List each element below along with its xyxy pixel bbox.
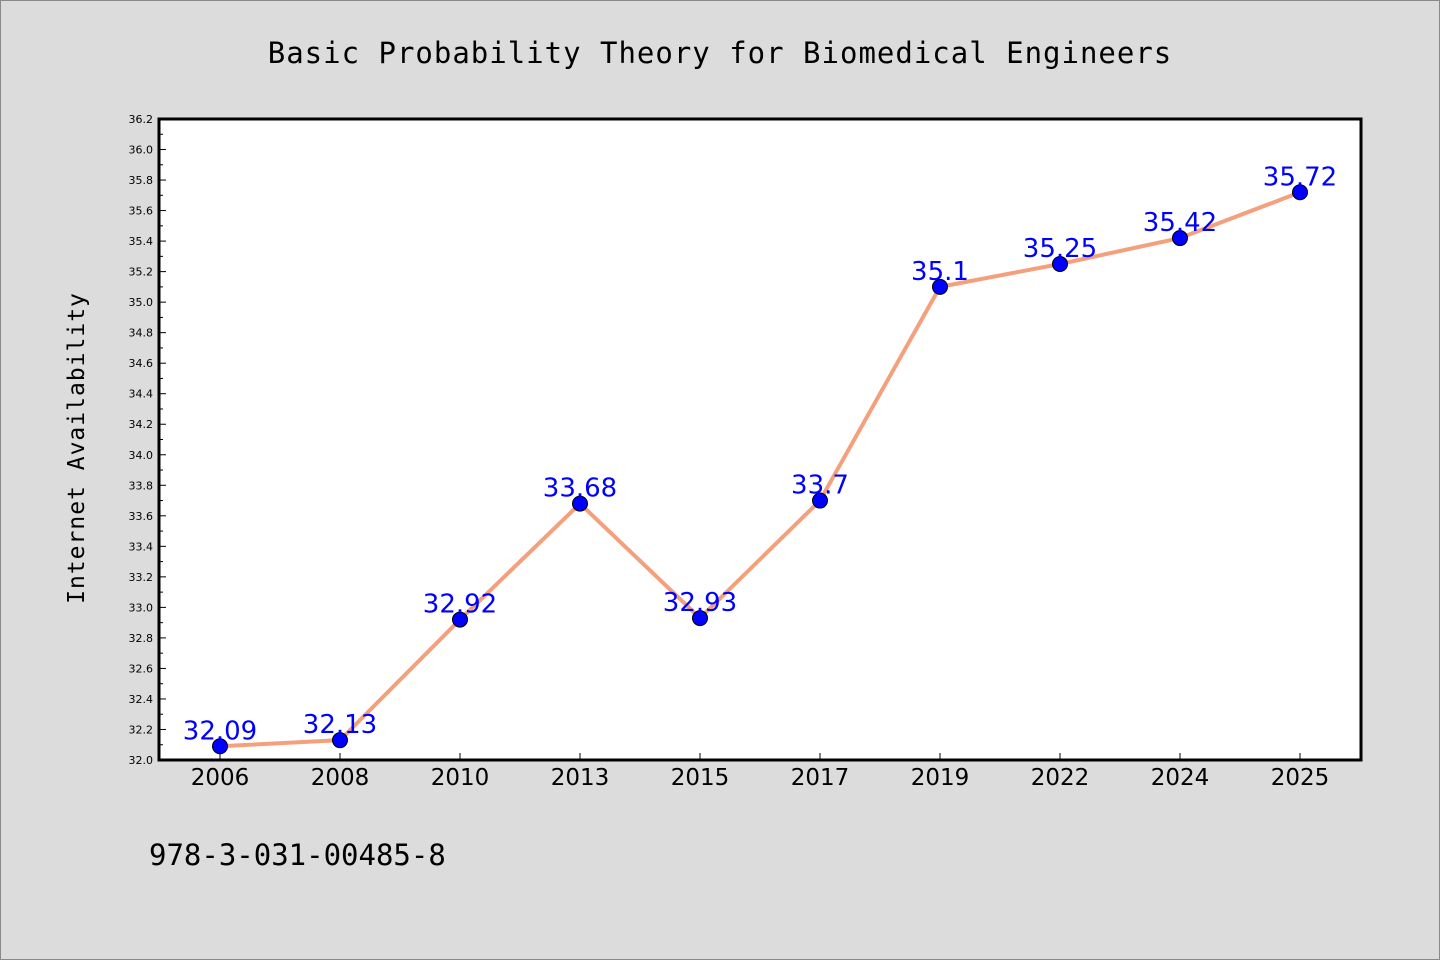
data-point-marker [212, 738, 228, 755]
data-label: 35.1 [911, 257, 969, 287]
data-point-marker [932, 278, 948, 295]
y-tick-label: 33.2 [129, 571, 154, 584]
y-tick-label: 35.8 [129, 174, 154, 187]
data-point-marker [1292, 184, 1308, 201]
x-tick-label: 2010 [431, 765, 490, 791]
y-tick-label: 34.6 [129, 357, 154, 370]
chart-title: Basic Probability Theory for Biomedical … [268, 36, 1173, 70]
data-point-marker [1172, 230, 1188, 247]
data-point-marker [332, 732, 348, 749]
y-tick-label: 36.0 [129, 144, 154, 157]
data-label: 35.25 [1023, 234, 1097, 264]
data-markers [212, 184, 1308, 755]
x-axis-ticks: 2006 2008 2010 2013 2015 2017 2019 2022 2024 2025 [191, 753, 1330, 791]
footer-isbn: 978-3-031-00485-8 [149, 838, 446, 872]
x-tick-label: 2019 [911, 765, 970, 791]
data-point-marker [1052, 255, 1068, 272]
y-tick-label: 33.4 [129, 540, 154, 553]
data-label: 32.09 [183, 716, 257, 746]
data-labels: 32.09 32.13 32.92 33.68 32.93 33.7 35.1 35.25 35… [183, 162, 1337, 746]
data-label: 32.93 [663, 588, 737, 618]
data-label: 35.42 [1143, 208, 1217, 238]
data-label: 35.72 [1263, 162, 1337, 192]
x-tick-label: 2006 [191, 765, 250, 791]
y-tick-label: 34.8 [129, 327, 154, 340]
series-polyline [218, 190, 1302, 749]
data-point-marker [452, 611, 468, 628]
y-tick-label: 34.4 [129, 388, 154, 401]
y-tick-label: 35.4 [129, 235, 154, 248]
data-label: 32.13 [303, 710, 377, 740]
y-tick-label: 36.2 [129, 113, 154, 126]
data-point-marker [692, 610, 708, 627]
data-point-marker [572, 495, 588, 512]
y-tick-label: 32.4 [129, 693, 154, 706]
x-tick-label: 2024 [1151, 765, 1210, 791]
y-tick-label: 33.8 [129, 479, 154, 492]
x-tick-label: 2022 [1031, 765, 1090, 791]
y-tick-label: 35.0 [129, 296, 154, 309]
y-tick-label: 33.6 [129, 510, 154, 523]
y-tick-label: 32.8 [129, 632, 154, 645]
x-tick-label: 2017 [791, 765, 850, 791]
y-tick-label: 34.0 [129, 449, 154, 462]
y-tick-label: 35.2 [129, 266, 154, 279]
series-line [218, 190, 1302, 749]
plot-area [159, 119, 1361, 760]
y-axis-label: Internet Availability [64, 292, 90, 604]
y-tick-label: 34.2 [129, 418, 154, 431]
data-point-marker [812, 492, 828, 509]
data-label: 33.68 [543, 474, 617, 504]
x-tick-label: 2025 [1271, 765, 1330, 791]
x-tick-label: 2013 [551, 765, 610, 791]
x-tick-label: 2015 [671, 765, 730, 791]
y-tick-label: 32.6 [129, 662, 154, 675]
y-tick-label: 33.0 [129, 601, 154, 614]
x-tick-label: 2008 [311, 765, 370, 791]
data-label: 33.7 [791, 471, 849, 501]
y-tick-label: 35.6 [129, 205, 154, 218]
data-label: 32.92 [423, 590, 497, 620]
plot-border [157, 117, 1363, 762]
y-tick-label: 32.0 [129, 754, 154, 767]
y-axis-ticks: 32.0 32.2 32.4 32.6 32.8 33.0 33.2 33.4 33.6 33.8… [129, 113, 166, 767]
y-tick-label: 32.2 [129, 723, 154, 736]
